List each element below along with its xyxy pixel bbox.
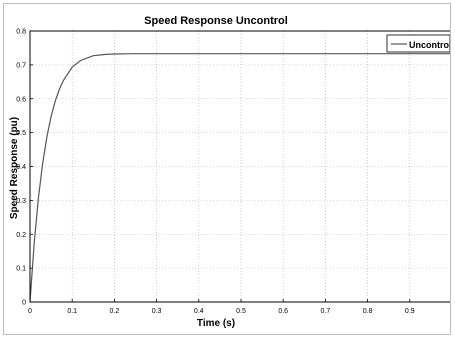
x-tick-label: 0.4	[194, 308, 204, 315]
x-tick-label: 0.5	[236, 308, 246, 315]
x-tick-label: 0	[28, 308, 32, 315]
y-tick-label: 0.1	[16, 266, 26, 273]
x-tick-label: 0.1	[67, 308, 77, 315]
x-tick-label: 0.8	[363, 308, 373, 315]
x-tick-label: 0.7	[321, 308, 331, 315]
y-tick-label: 0.6	[16, 96, 26, 103]
y-tick-label: 0.5	[16, 130, 26, 137]
y-tick-label: 0	[22, 300, 26, 307]
y-tick-label: 0.2	[16, 232, 26, 239]
y-tick-label: 0.3	[16, 198, 26, 205]
legend: Uncontrol	[386, 34, 452, 53]
y-tick-label: 0.8	[16, 29, 26, 36]
x-tick-label: 0.9	[405, 308, 415, 315]
series-line-uncontrol	[29, 53, 452, 303]
x-axis-label: Time (s)	[197, 318, 235, 329]
x-tick-label: 0.6	[278, 308, 288, 315]
y-tick-label: 0.4	[16, 164, 26, 171]
speed-response-chart: Speed Response Uncontrol Time (s) Speed …	[9, 15, 454, 329]
y-tick-label: 0.7	[16, 62, 26, 69]
legend-label: Uncontrol	[409, 40, 450, 50]
chart-title: Speed Response Uncontrol	[144, 15, 288, 27]
y-axis-label: Speed Response (pu)	[9, 117, 20, 219]
x-tick-label: 0.2	[110, 308, 120, 315]
figure-frame: Speed Response Uncontrol Time (s) Speed …	[3, 3, 454, 335]
x-tick-label: 0.3	[152, 308, 162, 315]
